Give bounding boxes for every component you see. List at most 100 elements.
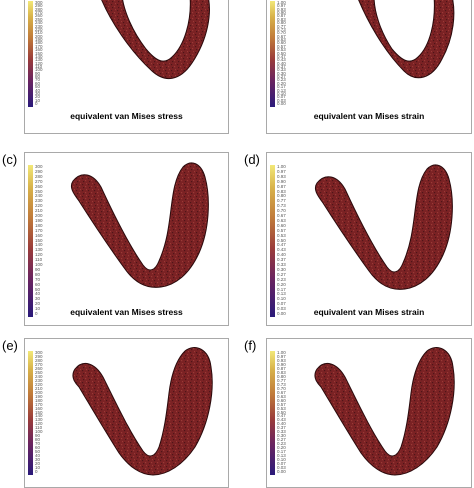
colorbar-tick-label: 0.23 bbox=[277, 441, 286, 447]
colorbar-tick-label: 250 bbox=[35, 188, 43, 194]
colorbar-tick-label: 0.57 bbox=[277, 401, 286, 407]
colorbar-tick-label: 0.10 bbox=[277, 296, 286, 302]
panel-label-e: (e) bbox=[2, 338, 18, 353]
colorbar-tick-label: 160 bbox=[35, 232, 43, 238]
colorbar-tick-label: 240 bbox=[35, 20, 43, 26]
colorbar-tick-label: 0.50 bbox=[277, 237, 286, 243]
colorbar-tick-label: 0.63 bbox=[277, 37, 286, 43]
colorbar-ticks: 300 290 280 270 260 250 240 230 220 210 200 190 180 1… bbox=[35, 0, 55, 107]
colorbar-tick-label: 0.97 bbox=[277, 168, 286, 174]
colorbar-tick-label: 0.17 bbox=[277, 84, 286, 90]
colorbar-tick-label: 100 bbox=[35, 429, 43, 435]
colorbar-tick-label: 0.03 bbox=[277, 306, 286, 312]
colorbar-tick-label: 260 bbox=[35, 13, 43, 19]
colorbar-tick-label: 0.20 bbox=[277, 281, 286, 287]
colorbar-tick-label: 220 bbox=[35, 26, 43, 32]
colorbar bbox=[28, 1, 33, 107]
colorbar-tick-label: 0.80 bbox=[277, 20, 286, 26]
colorbar-tick-label: 70 bbox=[35, 276, 41, 282]
colorbar-tick-label: 130 bbox=[35, 247, 43, 253]
colorbar-tick-label: 0.40 bbox=[277, 60, 286, 66]
colorbar-tick-label: 60 bbox=[35, 281, 41, 287]
panel-a: 300 290 280 270 260 250 240 230 220 210 200 190 180 1… bbox=[24, 0, 229, 134]
colorbar-tick-label: 100 bbox=[35, 67, 43, 73]
colorbar-tick-label: 280 bbox=[35, 173, 43, 179]
colorbar-tick-label: 140 bbox=[35, 53, 43, 59]
panel-c: 300 290 280 270 260 250 240 230 220 210 200 190 180 1… bbox=[24, 152, 229, 326]
colorbar-ticks: 300 290 280 270 260 250 240 230 220 210 200 190 180 1… bbox=[35, 164, 55, 317]
colorbar bbox=[270, 351, 275, 475]
colorbar-ticks: 1.00 0.97 0.93 0.90 0.87 0.83 0.80 0.77 0.73 0.70… bbox=[277, 0, 297, 107]
colorbar-tick-label: 0.60 bbox=[277, 397, 286, 403]
colorbar bbox=[270, 1, 275, 107]
colorbar-tick-label: 170 bbox=[35, 227, 43, 233]
colorbar-tick-label: 30 bbox=[35, 90, 41, 96]
colorbar-tick-label: 30 bbox=[35, 457, 41, 463]
panel-e: 300 290 280 270 260 250 240 230 220 210 200 190 180 1… bbox=[24, 338, 229, 488]
colorbar-tick-label: 0.73 bbox=[277, 381, 286, 387]
colorbar-tick-label: 0 bbox=[35, 469, 38, 474]
panel-d: 1.00 0.97 0.93 0.90 0.87 0.83 0.80 0.77 0.73 0.70… bbox=[266, 152, 472, 326]
colorbar-tick-label: 230 bbox=[35, 377, 43, 383]
heart-model-stress bbox=[72, 347, 213, 476]
panel-caption: equivalent van Mises strain bbox=[313, 307, 425, 317]
colorbar-tick-label: 0.53 bbox=[277, 405, 286, 411]
colorbar-tick-label: 10 bbox=[35, 97, 41, 103]
colorbar-tick-label: 0.77 bbox=[277, 377, 286, 383]
panel-caption: equivalent van Mises stress bbox=[70, 307, 183, 317]
colorbar-tick-label: 0.37 bbox=[277, 257, 286, 263]
colorbar-tick-label: 50 bbox=[35, 449, 41, 455]
colorbar-tick-label: 80 bbox=[35, 74, 41, 80]
colorbar-tick-label: 50 bbox=[35, 286, 41, 292]
colorbar-tick-label: 210 bbox=[35, 30, 43, 36]
colorbar-tick-label: 0.57 bbox=[277, 227, 286, 233]
colorbar-tick-label: 300 bbox=[35, 0, 43, 5]
colorbar-tick-label: 220 bbox=[35, 203, 43, 209]
colorbar-tick-label: 70 bbox=[35, 441, 41, 447]
colorbar-tick-label: 150 bbox=[35, 237, 43, 243]
colorbar-tick-label: 0 bbox=[35, 101, 38, 106]
colorbar-tick-label: 0.03 bbox=[277, 465, 286, 471]
colorbar-tick-label: 20 bbox=[35, 94, 41, 100]
colorbar-tick-label: 0.07 bbox=[277, 94, 286, 100]
colorbar-tick-label: 0.33 bbox=[277, 262, 286, 267]
colorbar-tick-label: 190 bbox=[35, 217, 43, 223]
colorbar-tick-label: 0.10 bbox=[277, 90, 286, 96]
colorbar-tick-label: 90 bbox=[35, 70, 41, 76]
colorbar-tick-label: 290 bbox=[35, 168, 43, 174]
colorbar-tick-label: 0.80 bbox=[277, 373, 286, 379]
colorbar-tick-label: 0.30 bbox=[277, 70, 286, 76]
colorbar-tick-label: 0.07 bbox=[277, 301, 286, 307]
colorbar-tick-label: 110 bbox=[35, 257, 43, 263]
colorbar-tick-label: 0.30 bbox=[277, 266, 286, 272]
colorbar-tick-label: 10 bbox=[35, 465, 41, 471]
colorbar-tick-label: 30 bbox=[35, 296, 41, 302]
colorbar-tick-label: 210 bbox=[35, 208, 43, 214]
colorbar-tick-label: 260 bbox=[35, 365, 43, 371]
colorbar-tick-label: 200 bbox=[35, 33, 43, 39]
colorbar-tick-label: 190 bbox=[35, 37, 43, 43]
colorbar-tick-label: 0.20 bbox=[277, 80, 286, 86]
colorbar-tick-label: 0.53 bbox=[277, 47, 286, 53]
ventricle-mesh bbox=[72, 347, 213, 476]
colorbar-tick-label: 120 bbox=[35, 421, 43, 427]
colorbar-tick-label: 0.03 bbox=[277, 97, 286, 103]
colorbar-tick-label: 250 bbox=[35, 16, 43, 22]
colorbar-tick-label: 120 bbox=[35, 252, 43, 258]
colorbar-tick-label: 250 bbox=[35, 369, 43, 375]
colorbar-tick-label: 200 bbox=[35, 389, 43, 395]
colorbar-tick-label: 0.73 bbox=[277, 203, 286, 209]
colorbar-tick-label: 290 bbox=[35, 3, 43, 9]
ventricle-mesh bbox=[314, 347, 455, 476]
colorbar-tick-label: 0.00 bbox=[277, 311, 286, 316]
colorbar-ticks: 1.00 0.97 0.93 0.90 0.87 0.83 0.80 0.77 0.73 0.70… bbox=[277, 350, 297, 475]
colorbar-tick-label: 0.87 bbox=[277, 13, 286, 19]
colorbar-tick-label: 140 bbox=[35, 242, 43, 248]
panel-caption: equivalent van Mises stress bbox=[70, 111, 183, 121]
colorbar-tick-label: 0.23 bbox=[277, 276, 286, 282]
colorbar-tick-label: 240 bbox=[35, 373, 43, 379]
colorbar-tick-label: 0.43 bbox=[277, 247, 286, 253]
colorbar-tick-label: 280 bbox=[35, 6, 43, 12]
colorbar-tick-label: 0.70 bbox=[277, 30, 286, 36]
panel-f: 1.00 0.97 0.93 0.90 0.87 0.83 0.80 0.77 0.73 0.70… bbox=[266, 338, 472, 488]
